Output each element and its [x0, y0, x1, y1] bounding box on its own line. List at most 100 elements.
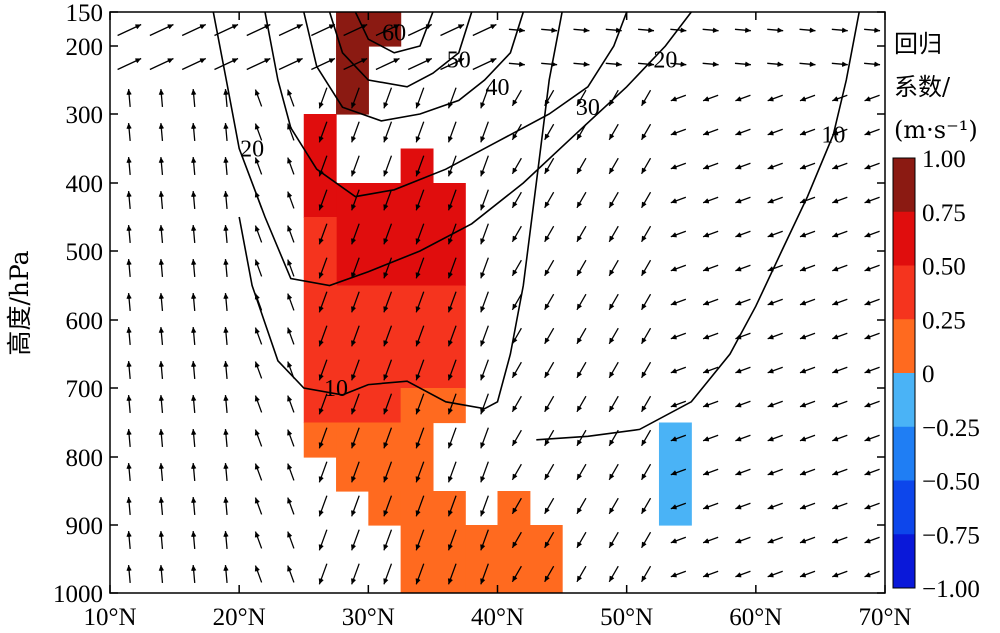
wind-arrowhead-182	[447, 442, 453, 449]
wind-arrowhead-266	[609, 405, 615, 412]
wind-arrowhead-91	[287, 225, 293, 232]
wind-arrowhead-99	[287, 497, 293, 504]
wind-arrowhead-160	[415, 272, 421, 279]
wind-arrowhead-261	[609, 235, 615, 242]
wind-arrowhead-20	[158, 123, 164, 130]
wind-arrowhead-210	[512, 235, 518, 242]
wind-arrowhead-19	[158, 89, 164, 96]
wind-arrowhead-378	[832, 164, 839, 170]
wind-arrowhead-198	[480, 408, 486, 415]
wind-arrowhead-60	[223, 327, 229, 334]
wind-arrowhead-350	[767, 368, 774, 374]
wind-arrowhead-54	[223, 123, 229, 130]
wind-arrowhead-164	[415, 408, 421, 415]
wind-arrowhead-154	[425, 58, 432, 64]
wind-arrowhead-211	[512, 269, 518, 276]
wind-arrowhead-25	[158, 293, 164, 300]
wind-arrowhead-38	[191, 157, 197, 164]
wind-arrowhead-197	[480, 374, 486, 381]
wind-arrowhead-374	[841, 27, 848, 33]
wind-arrowhead-368	[799, 402, 806, 408]
wind-arrowhead-83	[254, 531, 260, 538]
wind-arrowhead-317	[703, 402, 710, 408]
wind-arrowhead-249	[576, 405, 582, 412]
wind-arrowhead-115	[318, 476, 324, 483]
wind-arrowhead-302	[670, 470, 677, 476]
wind-arrowhead-364	[799, 266, 806, 272]
wind-arrowhead-327	[735, 164, 742, 170]
shaded-cell-7	[336, 285, 466, 389]
wind-arrowhead-279	[641, 269, 647, 276]
wind-arrowhead-224	[544, 133, 550, 140]
wind-arrowhead-406	[864, 538, 871, 544]
wind-arrowhead-274	[641, 99, 647, 106]
contour-label-3: 20	[653, 48, 677, 74]
colorbar-segment-6	[893, 480, 915, 535]
wind-arrowhead-331	[735, 300, 742, 306]
wind-arrowhead-30	[158, 463, 164, 470]
wind-arrowhead-111	[318, 340, 324, 347]
wind-arrowhead-367	[799, 368, 806, 374]
wind-arrowhead-323	[744, 27, 751, 33]
wind-arrowhead-87	[287, 89, 293, 96]
contour-line-20-2	[212, 12, 692, 287]
wind-arrowhead-387	[832, 470, 839, 476]
wind-arrowhead-155	[415, 102, 421, 109]
wind-arrowhead-70	[254, 89, 260, 96]
wind-arrowhead-255	[615, 27, 622, 33]
wind-arrowhead-355	[767, 538, 774, 544]
contour-line-30-4	[264, 12, 628, 198]
wind-arrowhead-209	[512, 201, 518, 208]
wind-arrowhead-206	[512, 99, 518, 106]
wind-arrowhead-143	[383, 272, 389, 279]
contour-label-6: 50	[447, 48, 471, 74]
wind-arrowhead-328	[735, 198, 742, 204]
shaded-cell-13	[400, 491, 466, 593]
wind-arrowhead-2	[126, 89, 132, 96]
wind-arrowhead-90	[287, 191, 293, 198]
colorbar-segment-4	[893, 373, 915, 428]
wind-arrowhead-248	[576, 371, 582, 378]
shaded-cell-16	[529, 525, 563, 593]
wind-arrowhead-183	[447, 476, 453, 483]
wind-arrowhead-320	[703, 504, 710, 510]
wind-arrowhead-7	[126, 259, 132, 266]
y-tick-label-0: 150	[66, 0, 104, 27]
wind-arrowhead-356	[767, 572, 774, 578]
wind-arrowhead-338	[735, 538, 742, 544]
wind-arrowhead-42	[191, 293, 197, 300]
wind-arrowhead-112	[318, 374, 324, 381]
wind-vector-field	[117, 23, 881, 585]
wind-arrowhead-165	[415, 442, 421, 449]
wind-arrowhead-64	[223, 463, 229, 470]
wind-arrowhead-233	[544, 439, 550, 446]
wind-arrowhead-117	[318, 544, 324, 551]
wind-arrowhead-294	[670, 198, 677, 204]
shaded-cell-4	[400, 148, 434, 184]
wind-arrowhead-311	[703, 198, 710, 204]
wind-arrowhead-169	[415, 578, 421, 585]
wind-arrowhead-69	[264, 58, 271, 64]
wind-arrowhead-176	[447, 238, 453, 245]
x-tick-label-0: 10°N	[83, 604, 136, 631]
contour-label-5: 40	[486, 75, 510, 101]
contour-line-10-0	[238, 12, 563, 410]
wind-arrowhead-159	[415, 238, 421, 245]
wind-arrowhead-283	[641, 405, 647, 412]
contour-label-4: 30	[576, 95, 600, 121]
colorbar-title-line-0: 回归	[894, 30, 942, 58]
colorbar-title-line-2: (m·s⁻¹)	[894, 116, 978, 144]
wind-arrowhead-343	[767, 130, 774, 136]
wind-arrowhead-290	[680, 61, 687, 67]
wind-arrowhead-393	[864, 96, 871, 102]
wind-arrowhead-275	[641, 133, 647, 140]
wind-arrowhead-44	[191, 361, 197, 368]
wind-arrowhead-227	[544, 235, 550, 242]
wind-arrowhead-108	[318, 238, 324, 245]
wind-arrowhead-62	[223, 395, 229, 402]
wind-arrowhead-134	[351, 544, 356, 551]
contour-line-40-5	[303, 12, 525, 122]
wind-arrowhead-168	[415, 544, 421, 551]
wind-arrowhead-179	[447, 340, 453, 347]
wind-arrowhead-360	[799, 130, 806, 136]
